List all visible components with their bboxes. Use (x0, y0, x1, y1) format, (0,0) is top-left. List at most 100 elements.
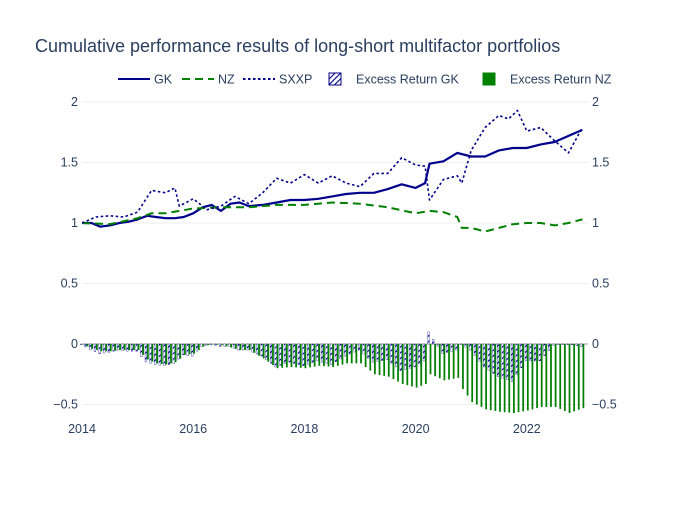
excess-gk-bar (344, 343, 347, 357)
y-tick-label-right: 0 (592, 337, 599, 351)
excess-nz-bar (494, 343, 497, 411)
excess-gk-bar (376, 343, 379, 362)
x-tick-label: 2020 (402, 422, 430, 436)
excess-gk-bar (232, 343, 235, 349)
excess-nz-bar (137, 343, 140, 351)
x-tick-label: 2016 (179, 422, 207, 436)
series-line-gk (82, 128, 583, 228)
series-line-sxxp (81, 109, 584, 224)
excess-nz-bar (267, 343, 270, 362)
legend-item-excess-nz[interactable]: Excess Return NZ (482, 72, 612, 87)
excess-gk-bar (492, 343, 495, 374)
excess-nz-bar (526, 343, 529, 411)
excess-nz-bar (109, 343, 112, 352)
excess-nz-bar (105, 343, 108, 352)
excess-gk-bar (469, 343, 472, 351)
excess-nz-bar (323, 343, 325, 367)
excess-nz-bar (318, 343, 321, 366)
excess-gk-bar (408, 343, 412, 369)
excess-gk-bar (297, 343, 300, 365)
excess-nz-bar (364, 343, 367, 367)
excess-nz-bar (401, 343, 404, 384)
excess-gk-bar (418, 343, 421, 365)
excess-nz-bar (197, 343, 200, 351)
excess-gk-bar (353, 343, 356, 353)
excess-return-bars (80, 331, 585, 413)
excess-gk-bar (575, 343, 578, 346)
excess-nz-bar (350, 343, 353, 364)
excess-nz-bar (221, 343, 223, 346)
excess-nz-bar (503, 343, 506, 413)
excess-gk-bar (446, 343, 449, 353)
excess-nz-bar (202, 343, 205, 347)
excess-nz-bar (235, 343, 237, 349)
x-tick-label: 2022 (513, 422, 541, 436)
excess-gk-bar (320, 343, 324, 363)
excess-gk-bar (168, 343, 171, 365)
excess-gk-bar (279, 343, 282, 366)
excess-nz-bar (156, 343, 158, 364)
excess-gk-bar (404, 343, 407, 370)
legend[interactable]: GK NZ SXXP Excess Return GK Excess Return NZ (118, 72, 612, 87)
excess-gk-bar (112, 343, 115, 352)
excess-nz-bar (123, 343, 126, 351)
excess-nz-bar (170, 343, 172, 364)
excess-nz-bar (184, 343, 186, 355)
excess-gk-bar (524, 343, 527, 362)
legend-item-sxxp[interactable]: SXXP (243, 73, 312, 87)
excess-nz-bar (239, 343, 242, 351)
legend-item-nz[interactable]: NZ (182, 73, 235, 87)
excess-nz-bar (262, 343, 265, 359)
excess-gk-bar (269, 343, 273, 364)
excess-gk-bar (436, 343, 439, 347)
chart-title: Cumulative performance results of long-s… (35, 36, 560, 56)
excess-gk-bar (390, 343, 393, 364)
excess-nz-bar (142, 343, 145, 355)
excess-gk-bar (311, 343, 314, 363)
excess-gk-bar (302, 343, 305, 366)
y-tick-label-left: 1 (71, 216, 78, 230)
excess-nz-bar (179, 343, 182, 359)
legend-swatch (328, 72, 342, 86)
excess-gk-bar (130, 343, 134, 352)
excess-gk-bar (552, 343, 555, 346)
excess-gk-bar (538, 343, 541, 362)
excess-nz-bar (443, 343, 446, 381)
excess-nz-bar (193, 343, 196, 354)
legend-item-excess-gk[interactable]: Excess Return GK (328, 72, 459, 87)
excess-gk-bar (371, 343, 374, 363)
excess-nz-bar (133, 343, 135, 351)
excess-nz-bar (522, 343, 525, 412)
excess-nz-bar (577, 343, 580, 410)
excess-nz-bar (374, 343, 376, 375)
excess-gk-bar (288, 343, 291, 363)
excess-gk-bar (191, 343, 194, 357)
excess-gk-bar (459, 343, 463, 345)
excess-nz-bar (128, 343, 131, 351)
excess-nz-bar (378, 343, 381, 376)
excess-nz-bar (471, 343, 474, 403)
excess-gk-bar (422, 343, 425, 362)
excess-gk-bar (135, 343, 138, 352)
excess-gk-bar (149, 343, 152, 364)
excess-gk-bar (214, 343, 217, 346)
excess-gk-bar (89, 343, 92, 351)
excess-nz-bar (355, 343, 358, 364)
excess-gk-bar (520, 343, 523, 368)
excess-nz-bar (434, 343, 437, 377)
legend-item-gk[interactable]: GK (118, 73, 173, 87)
excess-gk-bar (98, 343, 101, 354)
excess-nz-bar (146, 343, 149, 360)
legend-label: Excess Return GK (356, 73, 459, 87)
excess-gk-bar (251, 343, 254, 353)
excess-gk-bar (172, 343, 175, 364)
excess-gk-bar (348, 343, 351, 355)
excess-gk-bar (330, 343, 333, 365)
excess-gk-bar (557, 343, 560, 345)
excess-gk-bar (510, 343, 513, 382)
excess-gk-bar (154, 343, 157, 365)
excess-gk-bar (478, 343, 481, 362)
excess-nz-bar (438, 343, 441, 379)
